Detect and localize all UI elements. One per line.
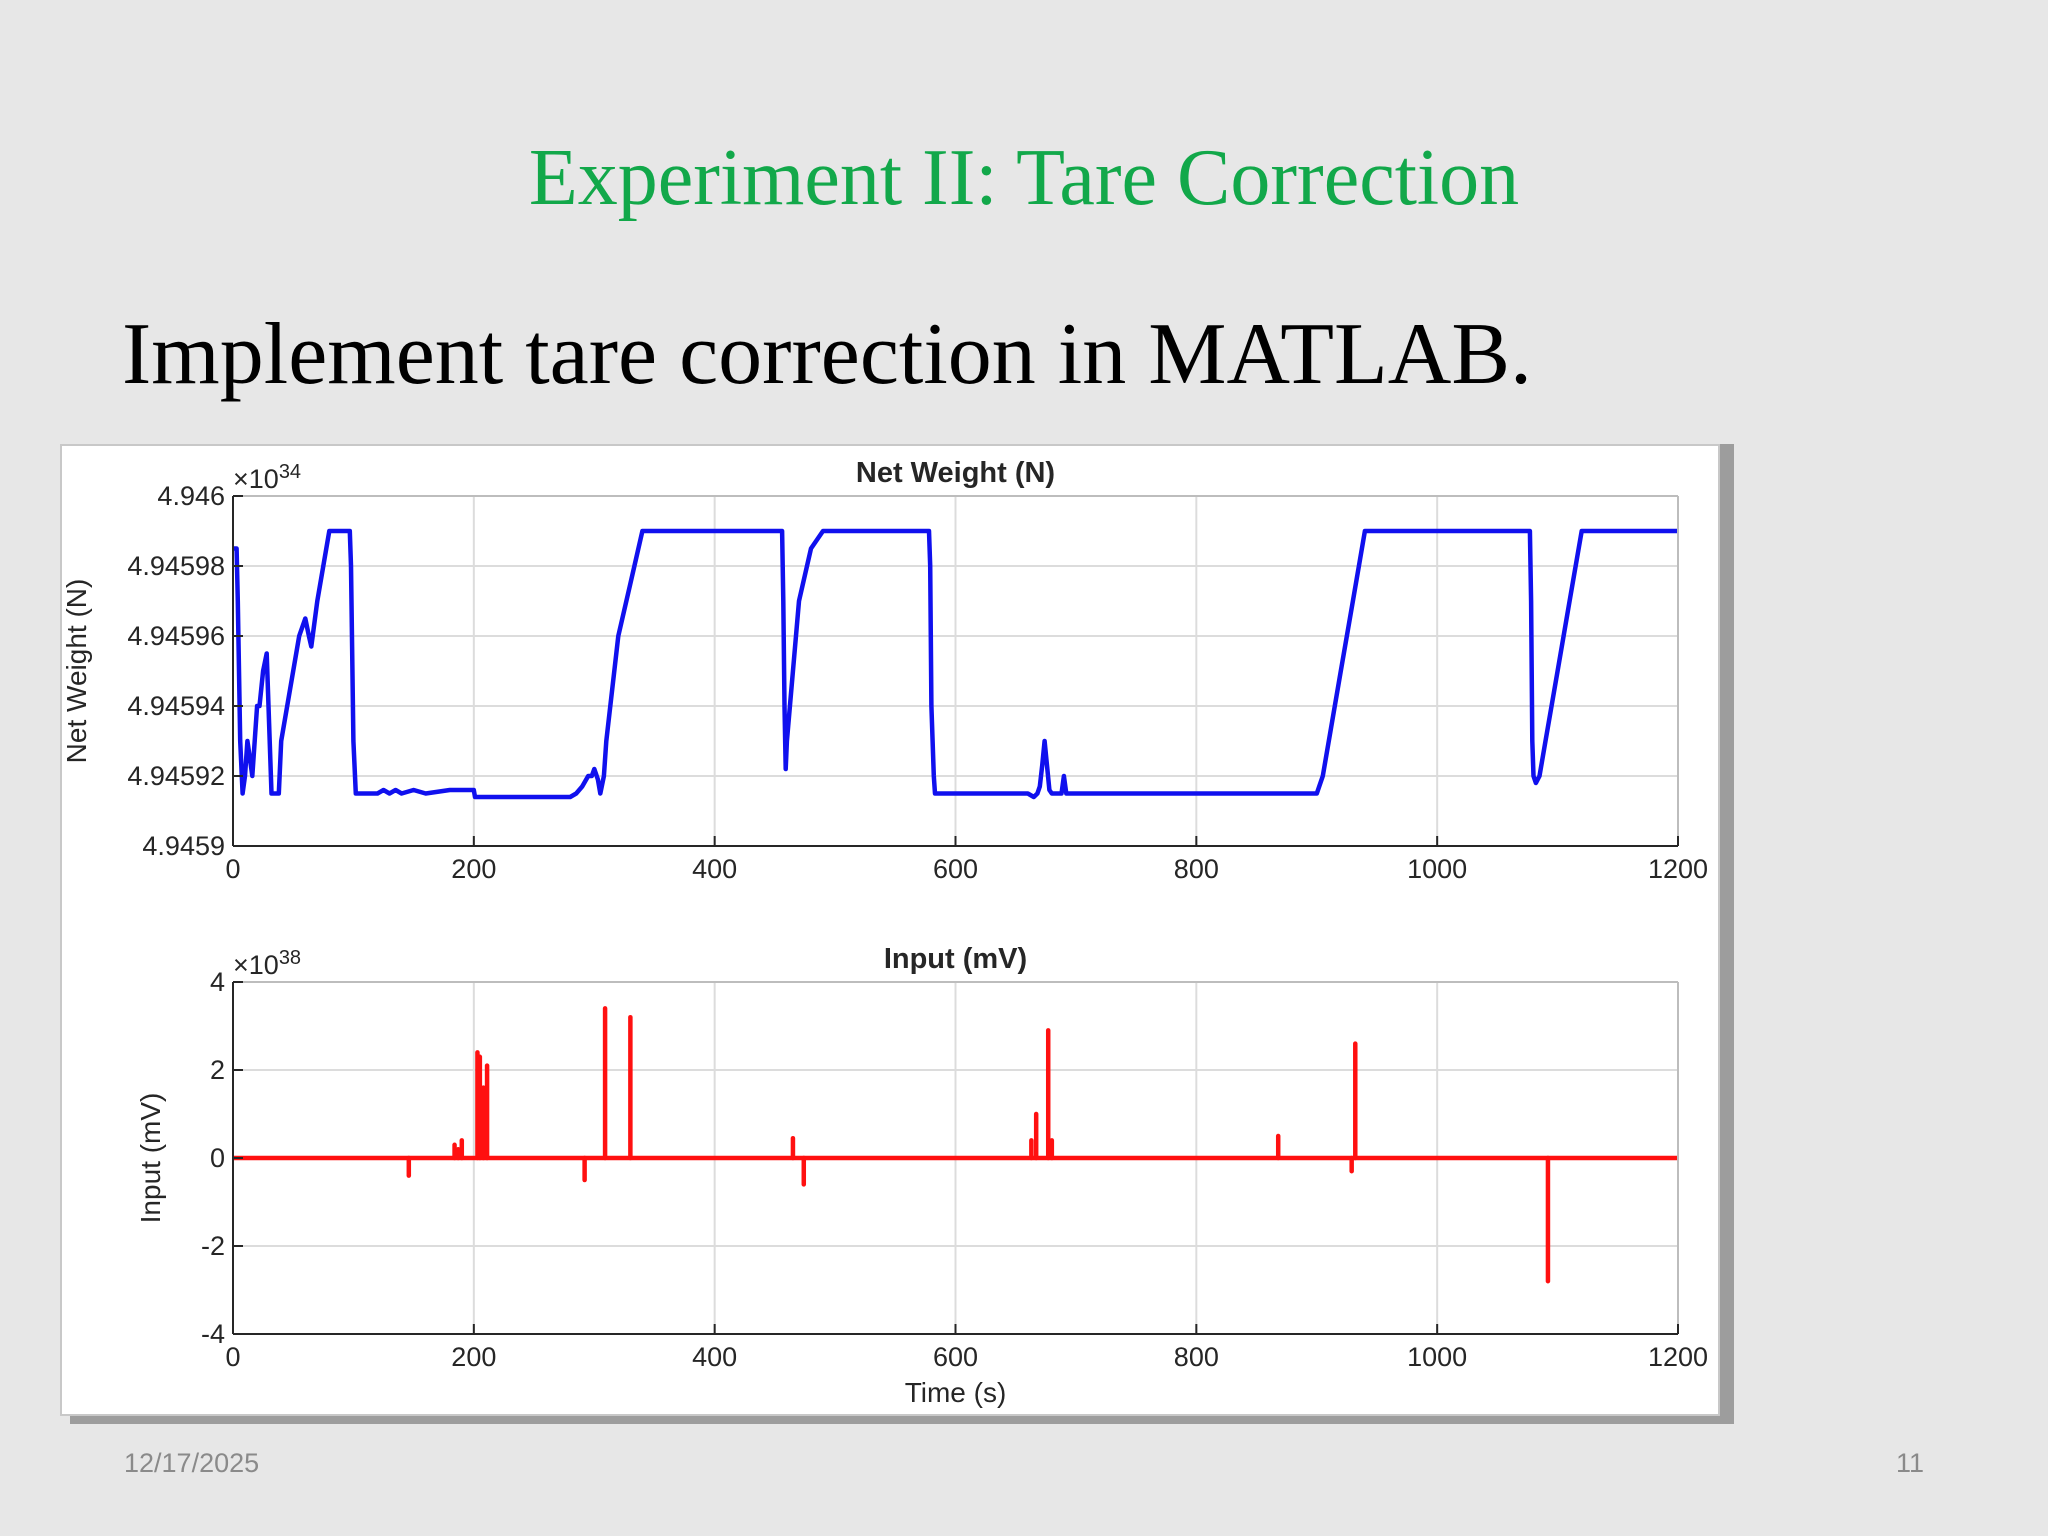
y-tick-label: 4.94596 [127,621,225,651]
footer-page-number: 11 [1895,1448,1924,1478]
input-plot: 0 200 400 600 800 1000 1200 -4 -2 0 2 4 ×1038 Input (… [135,943,1708,1408]
x-tick-label: 1000 [1407,1342,1467,1372]
x-tick-label: 800 [1174,854,1219,884]
matlab-figure: 0 200 400 600 800 1000 1200 4.9459 4.94592 4.9459… [60,444,1720,1416]
exponent-base: ×10 [233,950,279,980]
x-tick-label: 200 [451,1342,496,1372]
chart-title: Input (mV) [884,943,1027,975]
y-tick-label: 0 [210,1143,225,1173]
x-tick-label: 1000 [1407,854,1467,884]
x-tick-label: 1200 [1648,1342,1708,1372]
y-tick-label: 2 [210,1055,225,1085]
x-tick-label: 400 [692,854,737,884]
footer-date: 12/17/2025 [124,1448,260,1478]
x-tick-label: 0 [225,1342,240,1372]
y-axis-label: Input (mV) [135,1093,166,1224]
chart-title: Net Weight (N) [856,457,1055,489]
x-tick-label: 1200 [1648,854,1708,884]
x-axis-label: Time (s) [905,1377,1007,1408]
figure-canvas: 0 200 400 600 800 1000 12004.94594.945924.9459… [62,457,1708,1408]
y-exponent-label: ×1038 [233,947,301,980]
slide-title: Experiment II: Tare Correction [528,134,1520,222]
y-tick-label: 4.94598 [127,551,225,581]
y-tick-label: 4 [210,967,225,997]
exponent-power: 34 [279,461,301,483]
y-exponent-label: ×1034 [233,461,301,494]
y-tick-label: 4.946 [157,481,225,511]
series-line [233,528,1678,800]
x-tick-label: 400 [692,1342,737,1372]
x-tick-label: 800 [1174,1342,1219,1372]
x-tick-label: 600 [933,1342,978,1372]
x-tick-label: 0 [225,854,240,884]
exponent-base: ×10 [233,464,279,494]
y-tick-label: 4.94592 [127,761,225,791]
slide-body-text: Implement tare correction in MATLAB. [122,306,1533,403]
y-tick-label: 4.94594 [127,691,225,721]
x-tick-label: 600 [933,854,978,884]
y-tick-label: -2 [201,1231,225,1261]
exponent-power: 38 [279,947,301,969]
x-tick-label: 200 [451,854,496,884]
y-axis-label: Net Weight (N) [62,579,92,764]
y-tick-label: 4.9459 [142,831,225,861]
net-weight-plot: 0 200 400 600 800 1000 1200 4.9459 4.94592 4.9459… [62,457,1708,884]
y-tick-label: -4 [201,1319,225,1349]
